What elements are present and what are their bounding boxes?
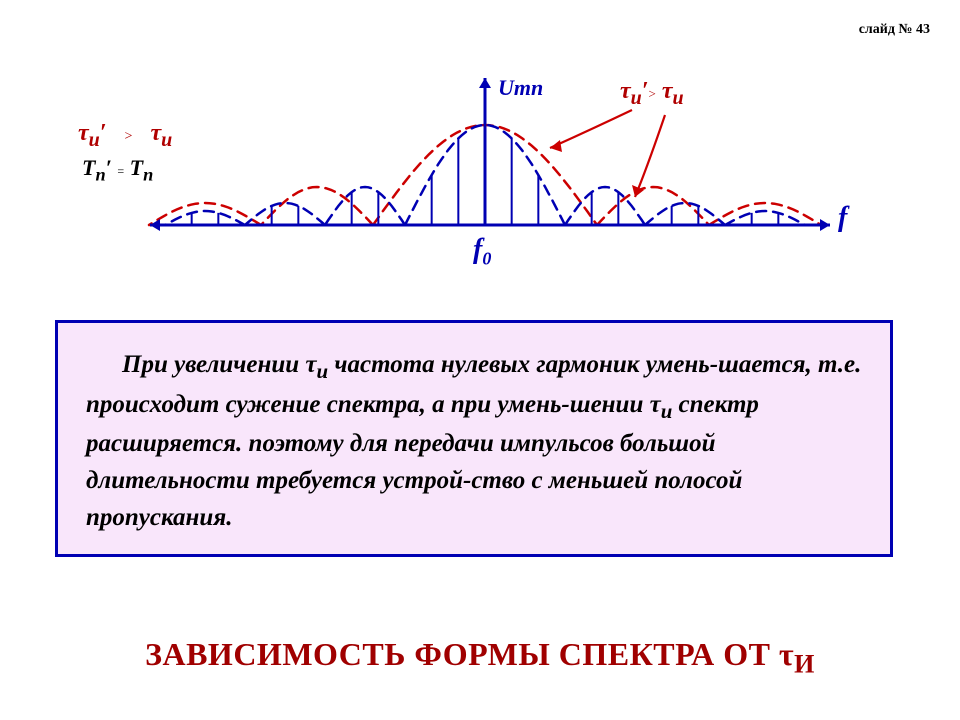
- y-axis-label: Umn: [498, 75, 543, 101]
- explanation-textbox: При увеличении τи частота нулевых гармон…: [55, 320, 893, 557]
- x-axis-label: f: [838, 202, 847, 234]
- slide-number: слайд № 43: [859, 22, 930, 38]
- slide-title: ЗАВИСИМОСТЬ ФОРМЫ СПЕКТРА ОТ τИ: [0, 636, 960, 679]
- right-condition-tau: τи′> τи: [620, 78, 684, 110]
- origin-label: f0: [473, 234, 491, 270]
- left-condition-T: Tn′ = Tn: [82, 155, 153, 185]
- title-text: ЗАВИСИМОСТЬ ФОРМЫ СПЕКТРА ОТ τИ: [145, 636, 815, 672]
- explanation-text: При увеличении τи частота нулевых гармон…: [86, 347, 870, 536]
- left-condition-tau: τи′ > τи: [78, 120, 172, 152]
- spectrum-chart: Umn f f0 τи′ > τи Tn′ = Tn τи′> τи: [60, 70, 900, 280]
